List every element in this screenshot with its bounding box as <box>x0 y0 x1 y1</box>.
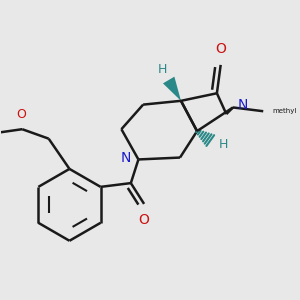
Text: O: O <box>16 108 26 121</box>
Text: O: O <box>139 213 149 227</box>
Text: O: O <box>215 42 226 56</box>
Text: H: H <box>219 138 228 151</box>
Text: N: N <box>121 151 131 165</box>
Text: H: H <box>158 63 167 76</box>
Text: methyl: methyl <box>273 108 297 114</box>
Polygon shape <box>163 77 181 101</box>
Text: N: N <box>237 98 248 112</box>
